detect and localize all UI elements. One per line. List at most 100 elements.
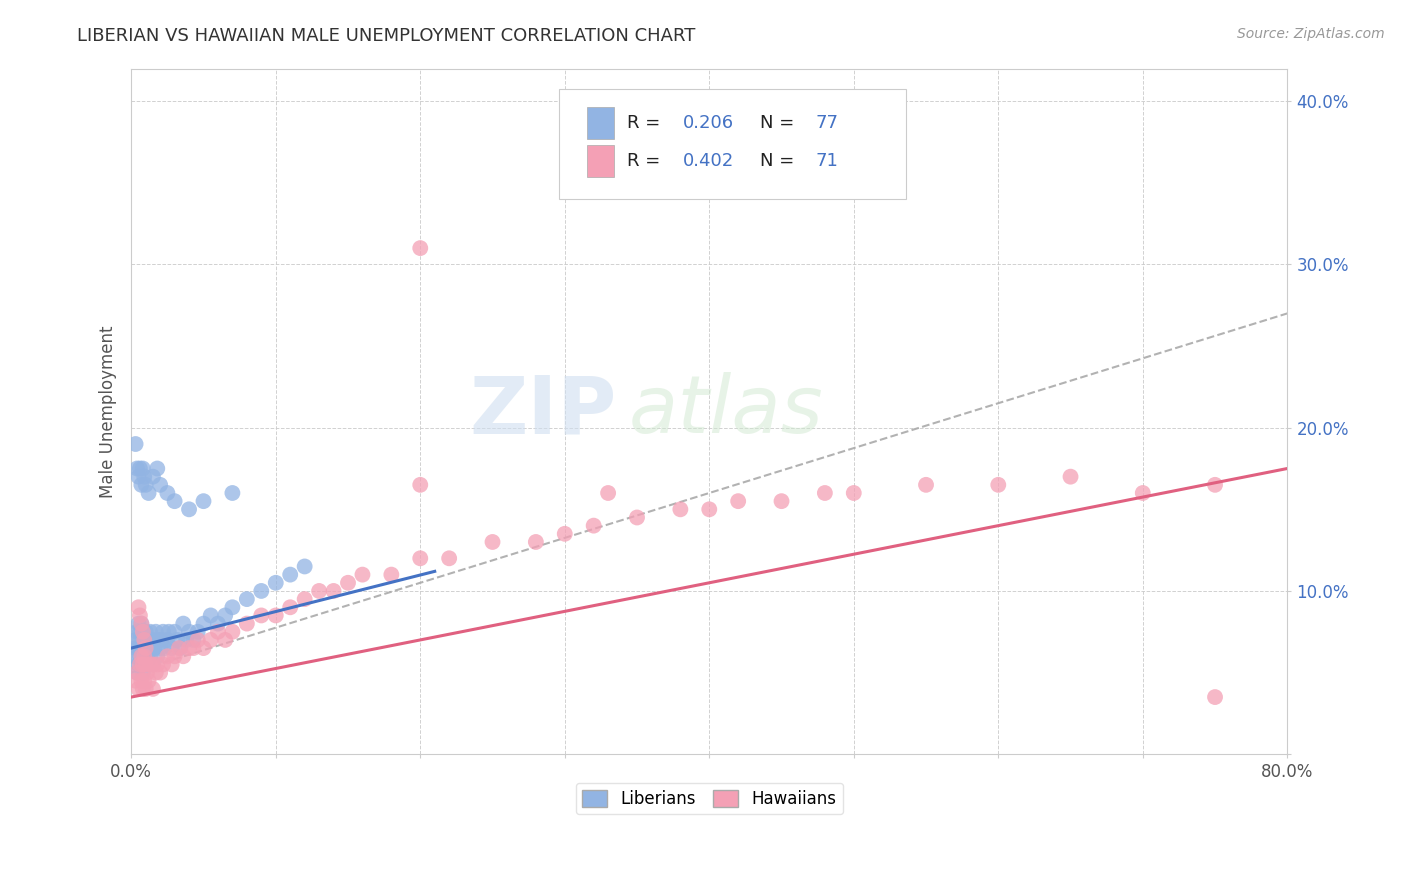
- Point: [157, 624, 180, 639]
- Point: [139, 624, 162, 639]
- Point: [139, 649, 162, 664]
- Point: [132, 461, 155, 475]
- Point: [193, 641, 215, 656]
- Point: [138, 486, 160, 500]
- Point: [131, 657, 153, 672]
- Text: 77: 77: [815, 114, 838, 132]
- Point: [409, 551, 432, 566]
- Point: [1059, 469, 1081, 483]
- FancyBboxPatch shape: [586, 145, 614, 178]
- Point: [149, 478, 172, 492]
- Point: [177, 624, 200, 639]
- Point: [842, 486, 865, 500]
- Point: [294, 592, 316, 607]
- Point: [145, 665, 167, 680]
- Point: [129, 632, 152, 647]
- Point: [132, 665, 155, 680]
- Point: [697, 502, 720, 516]
- Point: [183, 641, 205, 656]
- Point: [131, 478, 153, 492]
- Point: [135, 641, 157, 656]
- Text: atlas: atlas: [628, 372, 823, 450]
- Point: [124, 673, 146, 688]
- Point: [409, 478, 432, 492]
- Point: [135, 624, 157, 639]
- Point: [150, 632, 173, 647]
- Point: [200, 608, 222, 623]
- Point: [141, 641, 163, 656]
- Point: [524, 535, 547, 549]
- Text: 71: 71: [815, 153, 838, 170]
- Point: [308, 583, 330, 598]
- Point: [143, 641, 166, 656]
- Point: [146, 461, 169, 475]
- Point: [481, 535, 503, 549]
- Point: [183, 632, 205, 647]
- Point: [134, 649, 156, 664]
- Point: [770, 494, 793, 508]
- Point: [142, 632, 165, 647]
- Point: [127, 616, 149, 631]
- Point: [250, 583, 273, 598]
- Point: [129, 657, 152, 672]
- Point: [136, 632, 159, 647]
- Point: [127, 600, 149, 615]
- Point: [129, 608, 152, 623]
- Point: [124, 437, 146, 451]
- Point: [200, 632, 222, 647]
- Point: [294, 559, 316, 574]
- Point: [187, 632, 209, 647]
- Point: [138, 632, 160, 647]
- Point: [582, 518, 605, 533]
- Text: LIBERIAN VS HAWAIIAN MALE UNEMPLOYMENT CORRELATION CHART: LIBERIAN VS HAWAIIAN MALE UNEMPLOYMENT C…: [77, 27, 696, 45]
- Point: [152, 624, 174, 639]
- Point: [264, 608, 287, 623]
- Point: [554, 526, 576, 541]
- Point: [152, 657, 174, 672]
- Text: ZIP: ZIP: [470, 372, 617, 450]
- Point: [129, 624, 152, 639]
- Point: [127, 657, 149, 672]
- Point: [214, 632, 236, 647]
- Point: [132, 657, 155, 672]
- Point: [172, 616, 194, 631]
- Point: [131, 673, 153, 688]
- Point: [264, 575, 287, 590]
- Point: [987, 478, 1010, 492]
- Point: [337, 575, 360, 590]
- Point: [166, 632, 188, 647]
- Text: N =: N =: [761, 114, 800, 132]
- Point: [135, 478, 157, 492]
- Point: [149, 641, 172, 656]
- Point: [153, 641, 176, 656]
- Point: [134, 673, 156, 688]
- Point: [915, 478, 938, 492]
- Point: [122, 649, 145, 664]
- Point: [177, 641, 200, 656]
- Point: [160, 657, 183, 672]
- Point: [278, 600, 301, 615]
- Point: [127, 681, 149, 696]
- Legend: Liberians, Hawaiians: Liberians, Hawaiians: [575, 783, 842, 814]
- Y-axis label: Male Unemployment: Male Unemployment: [100, 325, 117, 498]
- Text: 0.206: 0.206: [683, 114, 734, 132]
- Point: [132, 624, 155, 639]
- Point: [134, 632, 156, 647]
- Point: [193, 494, 215, 508]
- Point: [125, 624, 148, 639]
- Point: [136, 649, 159, 664]
- Point: [1132, 486, 1154, 500]
- Point: [174, 632, 197, 647]
- Text: N =: N =: [761, 153, 800, 170]
- Point: [156, 486, 179, 500]
- Point: [598, 168, 620, 182]
- Point: [132, 624, 155, 639]
- Point: [163, 624, 186, 639]
- Text: R =: R =: [627, 153, 666, 170]
- Point: [135, 657, 157, 672]
- Point: [1204, 478, 1226, 492]
- Point: [352, 567, 374, 582]
- Point: [207, 624, 229, 639]
- Point: [129, 461, 152, 475]
- Point: [127, 641, 149, 656]
